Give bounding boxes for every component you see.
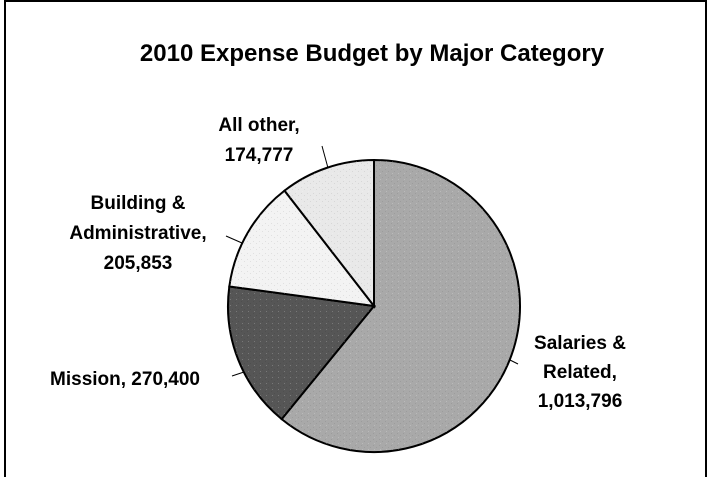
leader-line-salaries-related [509,359,519,365]
pie-slice-texture-building-administrative [229,190,374,306]
chart-frame [4,0,707,477]
slice-label-line: Administrative, [69,223,206,244]
chart-title: 2010 Expense Budget by Major Category [140,40,605,67]
slice-label-line: Salaries & [534,333,626,354]
slice-label-line: 1,013,796 [538,391,623,412]
leader-line-mission [231,371,245,377]
pie-slice-texture-mission [227,286,374,420]
slice-label-salaries-related: Salaries & Related, 1,013,796 [534,333,626,412]
pie-slice-texture-all-other [284,160,374,306]
slice-labels: Salaries & Related, 1,013,796 Mission, 270,… [50,115,626,412]
slice-label-line: Related, [543,362,617,383]
slice-label-line: All other, [218,115,299,136]
slice-label-line: 174,777 [225,145,294,166]
slice-label-line: Building & [91,193,186,214]
slice-label-all-other: All other, 174,777 [218,115,299,166]
slice-label-line: 205,853 [104,253,173,274]
pie-slices [226,158,521,453]
pie-slice-texture-salaries-related [281,160,520,452]
slice-label-building-administrative: Building & Administrative, 205,853 [69,193,206,274]
leader-line-all-other [321,145,329,169]
leader-lines [225,145,519,377]
slice-label-line: Mission, 270,400 [50,369,200,390]
leader-line-building-administrative [225,235,243,244]
slice-label-mission: Mission, 270,400 [50,369,200,390]
